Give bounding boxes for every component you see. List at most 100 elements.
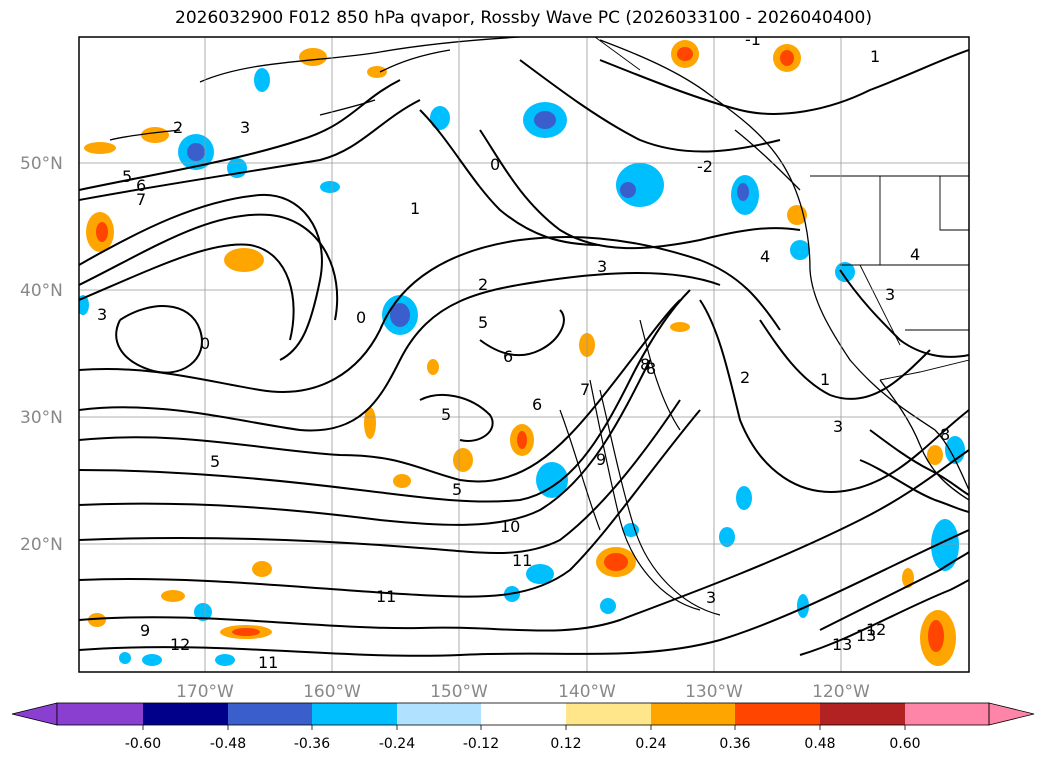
pos-anomaly [84,142,116,154]
contour-label: 2 [478,275,488,294]
colorbar-tick-label: -0.48 [210,736,246,752]
map-frame [78,36,970,673]
colorbar-tick-label: 0.12 [550,736,581,752]
contour [589,379,701,611]
neg-anomaly [390,303,410,327]
contour [699,299,969,493]
colorbar-min-extension [11,702,58,726]
contour-label: 6 [532,395,542,414]
contour-label: 9 [140,621,150,640]
contour-label: 8 [640,355,650,374]
contour-label: 2 [740,368,750,387]
contour [559,409,601,531]
colorbar-tick-label: -0.24 [379,736,415,752]
lat-label-30N: 30°N [20,408,63,428]
colorbar-max-extension [988,702,1035,726]
lat-label-50N: 50°N [20,154,63,174]
contour-lines-thin [559,319,721,616]
contour [419,394,494,442]
contour-label: 12 [866,620,886,639]
aleutians [109,99,376,141]
canada-islands [734,129,801,191]
alaska-border [594,37,641,71]
colorbar-segment [820,703,905,725]
contour [479,129,801,250]
pos-anomaly [232,628,260,636]
contour-label: 5 [122,167,132,186]
lon-label-130W: 130°W [685,682,743,702]
contour [79,399,681,554]
neg-anomaly [623,523,639,537]
contour-label: 5 [452,480,462,499]
colorbar-segment [905,703,989,725]
contour-label: 13 [832,635,852,654]
pos-anomaly [604,553,628,571]
colorbar-tick-label: 0.36 [719,736,750,752]
neg-anomaly [835,262,855,282]
contour [79,272,721,432]
contour [79,235,781,393]
pos-anomaly [670,322,690,332]
pos-anomaly [141,127,169,143]
contour [639,319,681,431]
contour [79,359,651,526]
borders [594,37,969,381]
neg-anomaly [620,182,636,198]
pos-anomaly [677,47,693,61]
neg-anomaly [536,462,568,498]
colorbar-segment [481,703,566,725]
contour [819,551,969,631]
contour-label: 8 [940,425,950,444]
contour [519,59,781,153]
contour [79,529,969,657]
neg-anomaly [194,603,212,621]
colorbar-tick-label: -0.12 [463,736,499,752]
contour [839,269,969,358]
colorbar-segment [228,703,312,725]
contour-label: 6 [136,176,146,195]
pos-anomaly [393,474,411,488]
contour-label: 3 [833,417,843,436]
contour-label: -2 [697,157,713,176]
neg-anomaly [790,240,810,260]
contour-label: 11 [376,587,396,606]
neg-anomaly [215,654,235,666]
pos-anomaly [780,50,794,66]
colorbar-tick-label: 0.48 [804,736,835,752]
neg-anomaly [534,111,556,129]
contour [79,193,323,361]
contour-label: 6 [503,347,513,366]
pos-anomaly [902,568,914,588]
colorbar-segment [566,703,651,725]
contour-label: 3 [240,118,250,137]
contour-label: 5 [441,405,451,424]
contour [79,79,401,191]
contour-label: 5 [478,313,488,332]
lat-label-40N: 40°N [20,281,63,301]
latitude-labels: 50°N 40°N 30°N 20°N [20,154,63,555]
contour [79,243,295,341]
north-america-coast [599,39,969,491]
colorbar-tick-label: 0.24 [635,736,666,752]
colorbar-tick-label: -0.36 [294,736,330,752]
contour-label: 1 [870,47,880,66]
neg-anomaly [736,486,752,510]
contour-label: 7 [136,190,146,209]
contour [79,409,701,598]
lon-label-150W: 150°W [430,682,488,702]
contour-label: 3 [97,305,107,324]
contour-label: 8 [646,359,656,378]
colorbar-segment [143,703,228,725]
contour-label: 2 [173,118,183,137]
contour [115,305,203,374]
contour-label: 0 [200,334,210,353]
neg-anomaly [254,68,270,92]
colorbar-segment [312,703,397,725]
contour-label: 1 [410,199,420,218]
neg-anomaly [142,654,162,666]
pos-anomaly [299,48,327,66]
contour-label: 9 [596,450,606,469]
lat-label-20N: 20°N [20,535,63,555]
neg-anomaly [600,598,616,614]
colorbar-segment [57,703,143,725]
